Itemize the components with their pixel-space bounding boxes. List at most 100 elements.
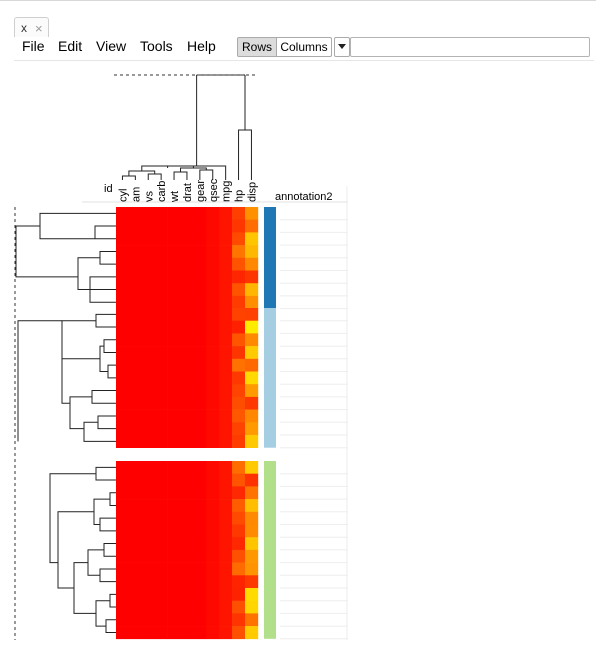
heatmap-cell	[206, 396, 220, 410]
heatmap-cell	[116, 270, 130, 284]
heatmap-cell	[116, 371, 130, 385]
heatmap-cell	[206, 308, 220, 321]
heatmap-cell	[206, 245, 220, 259]
heatmap-cell	[219, 549, 233, 563]
heatmap-cell	[206, 537, 220, 551]
heatmap-cell	[141, 283, 155, 297]
heatmap-cell	[116, 461, 130, 474]
columns-toggle-button[interactable]: Columns	[276, 37, 332, 57]
dendrogram-branch	[87, 549, 104, 576]
heatmap-cell	[116, 499, 130, 513]
menu-file[interactable]: File	[22, 38, 45, 54]
rows-toggle-button[interactable]: Rows	[237, 37, 277, 57]
heatmap-cell	[128, 308, 143, 321]
search-input[interactable]	[350, 37, 590, 57]
close-icon[interactable]: ×	[35, 21, 43, 36]
heatmap-cell	[116, 295, 130, 309]
heatmap-cell	[206, 588, 220, 601]
heatmap-cell	[232, 461, 246, 474]
heatmap-cell	[232, 232, 246, 246]
heatmap-cell	[141, 245, 155, 259]
dendrogram-branch	[95, 466, 116, 481]
heatmap-cell	[219, 422, 233, 436]
heatmap-cell	[116, 245, 130, 259]
heatmap-cell	[167, 613, 181, 627]
heatmap-cell	[128, 511, 143, 525]
heatmap-cell	[193, 588, 207, 601]
heatmap-cell	[116, 333, 130, 347]
heatmap-cell	[154, 600, 168, 614]
heatmap-cell	[193, 384, 207, 398]
heatmap-cell	[167, 435, 181, 448]
heatmap-cell	[193, 207, 207, 220]
heatmap-cell	[167, 511, 181, 525]
heatmap-cell	[245, 511, 259, 525]
dropdown-button[interactable]	[334, 37, 350, 57]
menu-view[interactable]: View	[96, 38, 127, 54]
heatmap-cell	[193, 613, 207, 627]
menu-tools[interactable]: Tools	[140, 38, 173, 54]
heatmap-cell	[206, 358, 220, 372]
heatmap-cell	[141, 499, 155, 513]
heatmap-cell	[206, 613, 220, 627]
heatmap-cell	[128, 486, 143, 500]
column-label: am	[130, 187, 142, 202]
dendrogram-branch	[147, 173, 162, 180]
heatmap-cell	[116, 549, 130, 563]
heatmap-cell	[219, 346, 233, 360]
heatmap-cell	[193, 600, 207, 614]
document-tab[interactable]: x ×	[14, 17, 49, 37]
column-label: wt	[169, 191, 181, 203]
heatmap-cell	[193, 409, 207, 423]
id-column-header: id	[104, 183, 113, 195]
dendrogram-branch	[99, 517, 116, 532]
heatmap-cell	[245, 270, 259, 284]
heatmap-cell	[128, 524, 143, 538]
annotation-bars	[264, 207, 276, 639]
heatmap-cell	[116, 283, 130, 297]
heatmap-cell	[154, 396, 168, 410]
dendrogram-branch	[95, 313, 116, 328]
heatmap-cell	[154, 384, 168, 398]
heatmap-cell	[206, 435, 220, 448]
heatmap-cell	[180, 295, 194, 309]
column-labels: cyl am vs carb wt drat gear qsec mpg hp disp	[117, 178, 258, 203]
heatmap-cell	[180, 346, 194, 360]
heatmap-cell	[180, 549, 194, 563]
heatmap-cell	[128, 232, 143, 246]
heatmap-cell	[232, 435, 246, 448]
heatmap-cell	[219, 219, 233, 233]
heatmap-cell	[141, 409, 155, 423]
heatmap-cell	[141, 486, 155, 500]
heatmap-cell	[180, 499, 194, 513]
heatmap-cell	[206, 422, 220, 436]
heatmap-cell	[167, 486, 181, 500]
heatmap-cell	[180, 409, 194, 423]
heatmap-cell	[141, 537, 155, 551]
heatmap-cell	[154, 257, 168, 271]
heatmap-cell	[141, 207, 155, 220]
heatmap-cell	[232, 626, 246, 640]
heatmap-cell	[219, 232, 233, 246]
menu-help[interactable]: Help	[187, 38, 216, 54]
dendrograms	[14, 74, 258, 640]
heatmap-cell	[219, 511, 233, 525]
heatmap-cell	[193, 575, 207, 589]
heatmap-cell	[245, 396, 259, 410]
heatmap-cell	[180, 333, 194, 347]
heatmap-cell	[141, 232, 155, 246]
heatmap-cell	[206, 257, 220, 271]
heatmap-cell	[141, 358, 155, 372]
heatmap-cell	[232, 283, 246, 297]
heatmap-cell	[128, 358, 143, 372]
heatmap-cell	[154, 461, 168, 474]
menu-edit[interactable]: Edit	[58, 38, 83, 54]
heatmap-cell	[206, 207, 220, 220]
heatmap-cell	[167, 245, 181, 259]
heatmap-cell	[219, 524, 233, 538]
heatmap-cell	[116, 358, 130, 372]
dendrogram-branch	[170, 165, 227, 180]
heatmap-cell	[154, 358, 168, 372]
heatmap-cell	[245, 435, 259, 448]
heatmap-cell	[128, 562, 143, 576]
